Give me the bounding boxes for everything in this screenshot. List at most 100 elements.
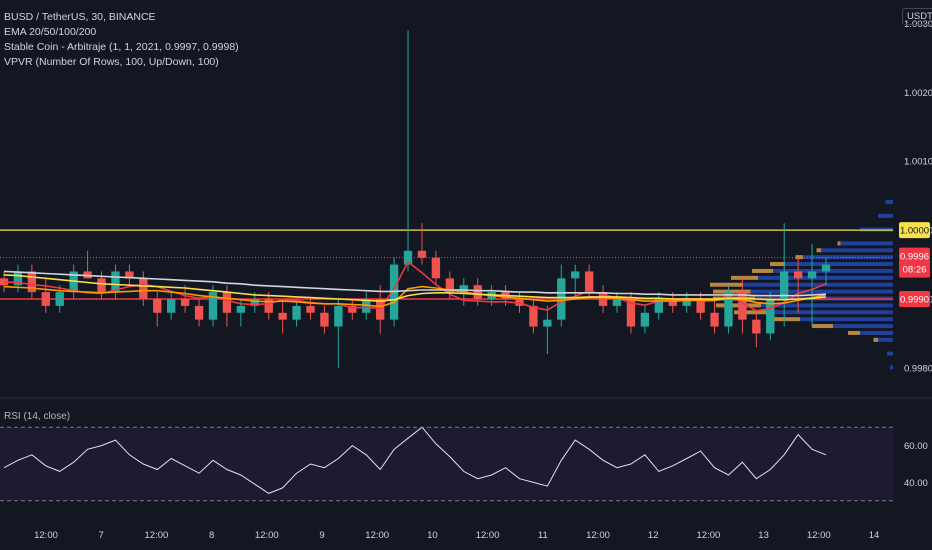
candle-body xyxy=(766,299,775,334)
candle-body xyxy=(139,278,148,299)
level-badge-text: 1.0000 xyxy=(900,226,929,237)
candle-body xyxy=(194,305,204,320)
candle-body xyxy=(473,285,482,299)
candle-body xyxy=(584,271,594,293)
candle-body xyxy=(654,299,663,313)
vpvr-row-down xyxy=(710,282,743,287)
price-tick-label: 0.9980 xyxy=(904,363,932,374)
time-tick-label: 10 xyxy=(427,530,438,541)
vpvr-row-down xyxy=(731,275,758,280)
candles xyxy=(0,30,831,368)
candle-body xyxy=(41,292,50,306)
vpvr-row-up xyxy=(785,262,893,267)
vpvr-row-down xyxy=(734,310,773,315)
level-badge-1.0000 xyxy=(899,222,930,239)
candle-body xyxy=(793,271,803,279)
candle-body xyxy=(292,305,301,320)
vpvr-row-up xyxy=(821,248,893,253)
time-tick-label: 12:00 xyxy=(476,530,500,541)
vpvr-row-down xyxy=(770,262,785,267)
vpvr-row-up xyxy=(761,303,893,308)
vpvr-row-up xyxy=(800,317,893,322)
rsi-path xyxy=(3,426,827,494)
time-tick-label: 13 xyxy=(758,530,769,541)
candle-body xyxy=(306,305,315,313)
candle-body xyxy=(13,271,23,286)
candle-body xyxy=(97,278,106,293)
indicator-arbitraje[interactable]: Stable Coin - Arbitraje (1, 1, 2021, 0.9… xyxy=(4,41,239,53)
vpvr-row-down xyxy=(812,324,833,329)
rsi-legend[interactable]: RSI (14, close) xyxy=(4,411,71,422)
time-tick-label: 12 xyxy=(648,530,659,541)
candle-body xyxy=(153,299,162,313)
candle-body xyxy=(180,299,190,306)
candle-body xyxy=(125,271,134,279)
vpvr-row-up xyxy=(773,268,893,273)
price-tick-label: 1.0020 xyxy=(904,88,932,99)
candle-body xyxy=(278,312,287,320)
indicator-vpvr[interactable]: VPVR (Number Of Rows, 100, Up/Down, 100) xyxy=(4,56,219,68)
vpvr-row-up xyxy=(860,330,893,335)
candle-body xyxy=(821,264,831,272)
candle-body xyxy=(264,299,273,313)
time-tick-label: 12:00 xyxy=(586,530,610,541)
rsi-tick-label: 60.00 xyxy=(904,441,928,452)
candle-body xyxy=(668,299,677,306)
currency-button[interactable]: USDT xyxy=(902,8,932,25)
vpvr-row-up xyxy=(803,255,893,260)
candle-body xyxy=(334,305,343,327)
vpvr-row-down xyxy=(837,241,841,246)
candle-body xyxy=(459,285,468,293)
candle-body xyxy=(571,271,580,279)
level-badge-0.9990 xyxy=(899,291,930,307)
vpvr-row-up xyxy=(750,289,893,294)
time-tick-label: 9 xyxy=(319,530,324,541)
vpvr-row-up xyxy=(773,310,893,315)
vpvr-row-down xyxy=(873,337,878,342)
candle-body xyxy=(612,299,622,306)
price-tick-label: 1.0010 xyxy=(904,157,932,168)
candle-body xyxy=(320,312,329,327)
candle-body xyxy=(752,319,761,334)
vpvr-row-down xyxy=(752,268,773,273)
level-badge-text: 0.9990 xyxy=(900,295,929,306)
ema-line-2 xyxy=(3,285,827,308)
time-tick-label: 12:00 xyxy=(807,530,831,541)
rsi-line xyxy=(3,426,827,494)
ema-line-4 xyxy=(3,270,827,297)
vpvr-profile xyxy=(710,200,893,370)
time-tick-label: 14 xyxy=(869,530,880,541)
symbol-title[interactable]: BUSD / TetherUS, 30, BINANCE xyxy=(4,11,156,23)
vpvr-row-up xyxy=(890,365,893,370)
time-tick-label: 11 xyxy=(538,530,548,541)
candle-body xyxy=(682,299,691,306)
candle-body xyxy=(738,292,747,320)
candle-body xyxy=(696,299,705,313)
candle-body xyxy=(431,257,441,279)
time-tick-label: 8 xyxy=(209,530,214,541)
candle-body xyxy=(250,299,259,306)
vpvr-row-down xyxy=(816,248,821,253)
vpvr-row-up xyxy=(840,241,893,246)
time-tick-label: 12:00 xyxy=(255,530,279,541)
time-tick-label: 12:00 xyxy=(365,530,389,541)
indicator-ema[interactable]: EMA 20/50/100/200 xyxy=(4,26,97,38)
vpvr-row-up xyxy=(743,282,893,287)
rsi-tick-label: 40.00 xyxy=(904,478,928,489)
candle-body xyxy=(557,278,566,320)
candle-body xyxy=(348,305,357,313)
candle-body xyxy=(529,305,538,327)
candle-body xyxy=(598,292,608,306)
candle-body xyxy=(710,312,719,327)
candle-body xyxy=(807,271,817,279)
ema-lines xyxy=(3,260,827,312)
time-tick-label: 12:00 xyxy=(697,530,721,541)
vpvr-row-down xyxy=(770,317,800,322)
time-tick-label: 12:00 xyxy=(34,530,58,541)
candle-body xyxy=(780,271,789,299)
vpvr-row-down xyxy=(713,289,751,294)
countdown-label: 08:26 xyxy=(903,265,927,276)
candle-body xyxy=(167,299,176,313)
candle-body xyxy=(27,271,37,293)
